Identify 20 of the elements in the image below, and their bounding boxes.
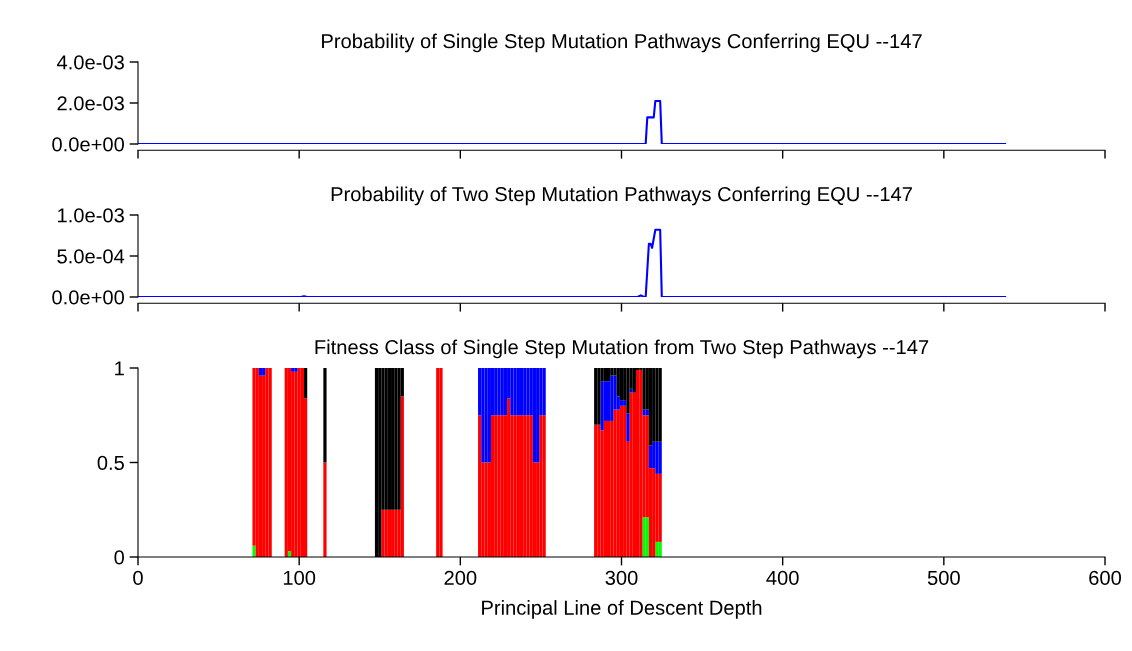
- y-tick-label: 0.5: [97, 455, 124, 470]
- x-axis-title: Principal Line of Descent Depth: [482, 600, 762, 619]
- y-tick-label: 1.0e-03: [58, 208, 124, 223]
- chart-title: Probability of Single Step Mutation Pathways Conferring EQU --147: [322, 33, 922, 53]
- y-tick-label: 2.0e-03: [57, 96, 124, 111]
- y-tick-label: 0.0e+00: [52, 137, 125, 152]
- y-tick-label: 4.0e-03: [56, 55, 124, 70]
- x-tick-label: 200: [444, 570, 477, 585]
- x-tick-label: 500: [927, 570, 960, 585]
- chart-title: Fitness Class of Single Step Mutation from Two Step Pathways --147: [315, 339, 929, 359]
- y-tick-label: 5.0e-04: [57, 249, 125, 264]
- x-tick-label: 600: [1089, 570, 1122, 585]
- x-tick-label: 400: [766, 570, 799, 585]
- y-tick-label: 0.0e+00: [52, 290, 125, 305]
- y-tick-label: 1: [115, 361, 124, 376]
- y-tick-label: 0: [114, 550, 125, 565]
- x-tick-label: 300: [605, 570, 638, 585]
- x-tick-label: 100: [283, 570, 316, 585]
- x-tick-label: 0: [133, 570, 143, 585]
- chart-title: Probability of Two Step Mutation Pathways Conferring EQU --147: [331, 186, 912, 206]
